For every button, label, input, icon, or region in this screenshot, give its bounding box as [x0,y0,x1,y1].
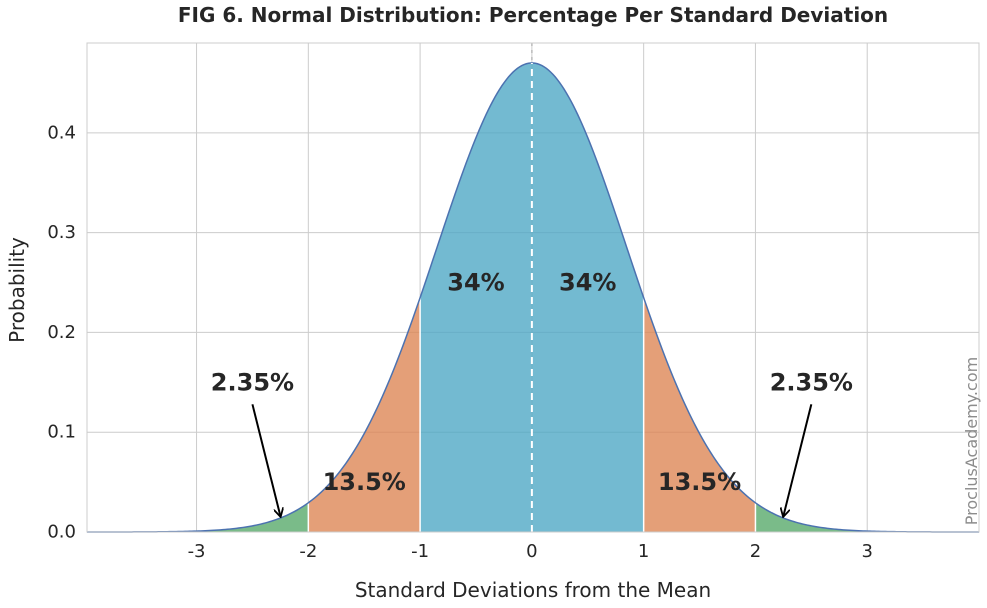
watermark-text: ProclusAcademy.com [962,357,981,525]
y-tick-label: 0.3 [47,222,76,243]
chart-title: FIG 6. Normal Distribution: Percentage P… [178,3,888,27]
percentage-label: 34% [447,269,504,297]
x-tick-label: 3 [861,541,872,562]
annotations: 34% 34% 13.5% 13.5% 2.35% 2.35% [211,269,853,517]
y-tick-label: 0.1 [47,422,76,443]
x-tick-label: 1 [638,541,649,562]
x-tick-label: -2 [299,541,317,562]
tail-percentage-label: 2.35% [211,368,294,396]
region-area-3 [420,62,532,533]
x-tick-label: -3 [188,541,206,562]
region-area-6 [755,502,868,532]
x-axis-label: Standard Deviations from the Mean [355,578,711,602]
plot-frame [86,42,980,533]
region-area-5 [643,297,756,532]
curve-layer [87,43,979,533]
x-tick-label: -1 [411,541,429,562]
annotation-arrow [783,404,813,516]
x-tick-labels: -3 -2 -1 0 1 2 3 [188,541,873,562]
region-area-4 [531,62,644,533]
percentage-label: 34% [559,269,616,297]
y-tick-labels: 0.0 0.1 0.2 0.3 0.4 [47,122,76,542]
percentage-label: 13.5% [323,468,406,496]
region-area-1 [196,502,309,532]
x-tick-label: 0 [526,541,537,562]
region-area-2 [308,297,421,532]
region-dividers [195,297,868,532]
y-axis-label: Probability [5,237,29,343]
x-tick-label: 2 [750,541,761,562]
percentage-label: 13.5% [658,468,741,496]
tail-percentage-label: 2.35% [770,368,853,396]
y-tick-label: 0.2 [47,322,76,343]
normal-curve-line [87,62,979,533]
annotation-arrow [251,404,280,516]
y-tick-label: 0.4 [47,122,76,143]
y-tick-label: 0.0 [47,522,76,543]
shaded-regions [87,62,979,533]
